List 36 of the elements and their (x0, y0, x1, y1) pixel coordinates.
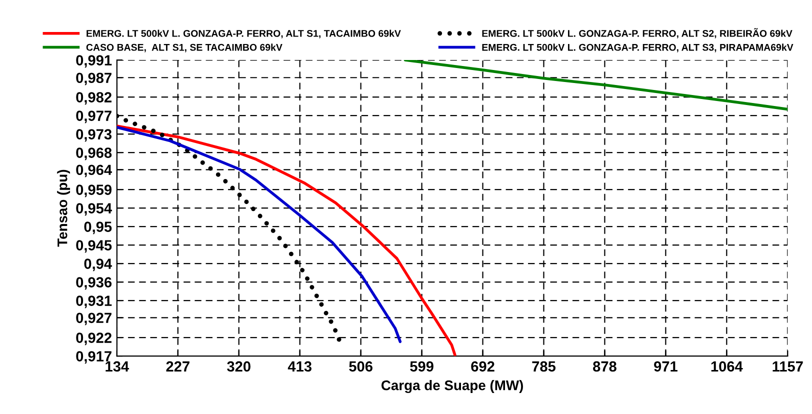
x-tick-label: 506 (349, 361, 372, 372)
y-tick-label: 0,922 (76, 332, 112, 346)
x-tick-label: 320 (227, 361, 250, 372)
y-tick-label: 0,95 (84, 222, 112, 234)
legend-label: CASO BASE, ALT S1, SE TACAIMBO 69kV (86, 44, 282, 52)
legend-label: EMERG. LT 500kV L. GONZAGA-P. FERRO, ALT S1, TACAIMBO 69kV (86, 30, 401, 38)
x-tick-label: 227 (166, 361, 190, 372)
y-tick-label: 0,94 (84, 258, 112, 272)
line-series (116, 124, 456, 356)
y-tick-label: 0,954 (76, 203, 112, 216)
y-tick-label: 0,927 (76, 312, 112, 326)
x-tick-label: 971 (654, 361, 678, 372)
y-tick-label: 0,964 (76, 164, 112, 178)
x-axis-title: Carga de Suape (MW) (381, 380, 523, 394)
y-tick-label: 0,968 (76, 148, 112, 160)
y-tick-label: 0,936 (76, 277, 112, 290)
x-tick-label: 878 (593, 361, 616, 372)
x-tick-label: 413 (288, 361, 312, 372)
x-tick-label: 1064 (711, 361, 743, 372)
x-tick-label: 599 (410, 361, 434, 372)
y-tick-label: 0,959 (76, 184, 112, 198)
x-tick-label: 692 (471, 361, 494, 372)
y-tick-label: 0,977 (76, 110, 112, 124)
y-tick-label: 0,991 (76, 55, 112, 68)
legend-label: EMERG. LT 500kV L. GONZAGA-P. FERRO, ALT S3, PIRAPAMA69kV (482, 44, 794, 52)
line-series (116, 126, 402, 344)
y-tick-label: 0,945 (76, 240, 112, 253)
y-tick-label: 0,987 (76, 72, 112, 86)
y-tick-label: 0,973 (76, 129, 112, 142)
legend-label: EMERG. LT 500kV L. GONZAGA-P. FERRO, ALT S2, RIBEIRÃO 69kV (482, 28, 792, 38)
y-tick-label: 0,931 (76, 296, 112, 308)
line-series (404, 60, 788, 111)
x-tick-label: 1157 (772, 361, 803, 372)
y-tick-label: 0,982 (76, 92, 112, 105)
x-tick-label: 785 (532, 361, 556, 372)
y-axis-title: Tensao (pu) (57, 170, 70, 247)
